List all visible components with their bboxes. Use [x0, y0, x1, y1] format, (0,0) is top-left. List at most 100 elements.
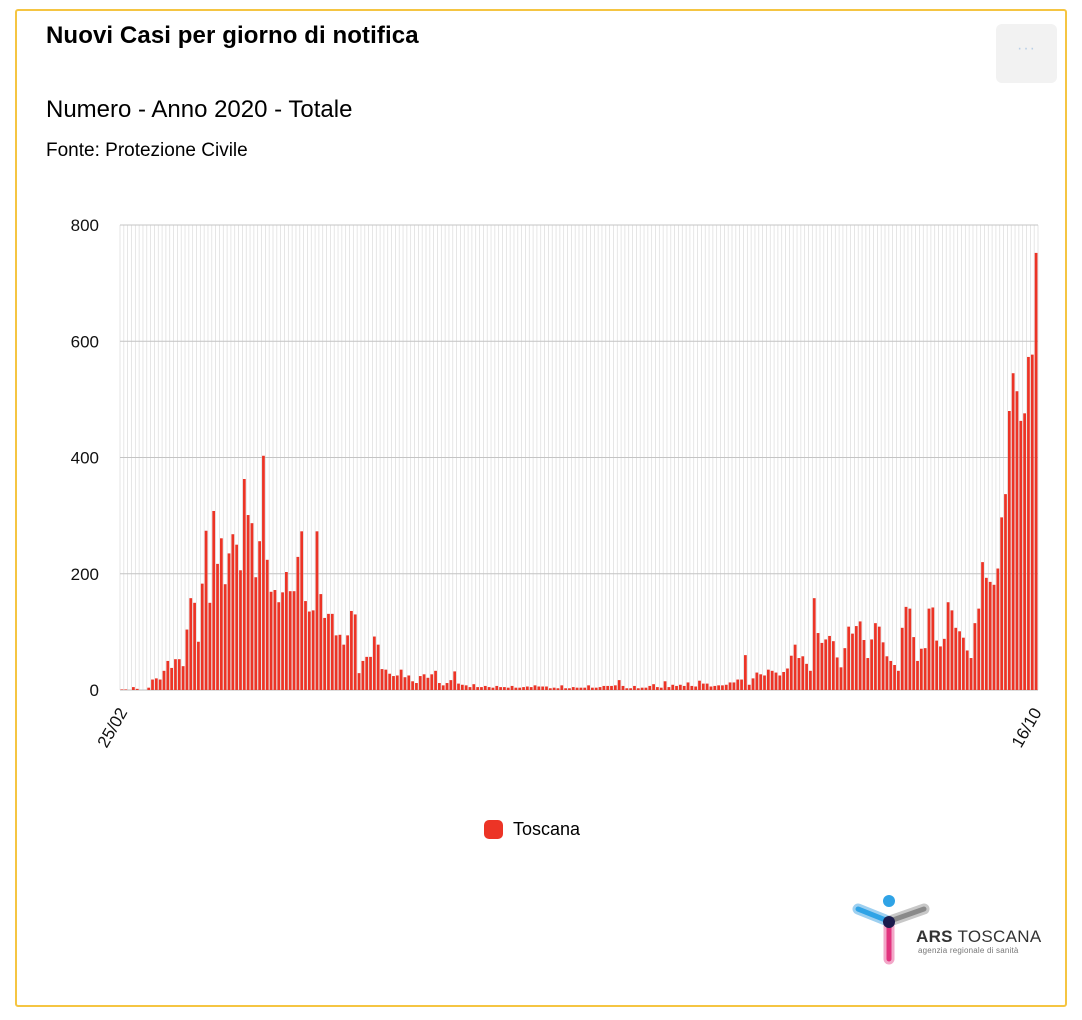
- bar[interactable]: [361, 660, 365, 690]
- bar[interactable]: [120, 689, 124, 690]
- bar[interactable]: [942, 638, 946, 690]
- bar[interactable]: [652, 684, 655, 690]
- bar[interactable]: [881, 642, 885, 690]
- bar[interactable]: [659, 687, 663, 690]
- bar[interactable]: [713, 685, 717, 690]
- bar[interactable]: [916, 660, 919, 690]
- bar[interactable]: [518, 687, 522, 690]
- bar[interactable]: [981, 562, 984, 690]
- bar[interactable]: [208, 602, 212, 690]
- bar[interactable]: [962, 637, 965, 690]
- bar[interactable]: [311, 610, 315, 690]
- bar[interactable]: [132, 687, 135, 690]
- bar[interactable]: [269, 591, 273, 690]
- bar[interactable]: [954, 627, 958, 690]
- bar[interactable]: [193, 602, 196, 690]
- bar[interactable]: [384, 669, 388, 690]
- bar[interactable]: [786, 668, 789, 690]
- bar[interactable]: [395, 675, 399, 690]
- bar[interactable]: [973, 623, 977, 690]
- bar[interactable]: [548, 688, 552, 690]
- bar[interactable]: [407, 675, 411, 690]
- bar[interactable]: [705, 683, 709, 690]
- bar[interactable]: [1019, 420, 1023, 690]
- bar[interactable]: [1023, 413, 1026, 690]
- bar[interactable]: [797, 658, 801, 690]
- bar[interactable]: [438, 683, 441, 690]
- bar[interactable]: [231, 534, 235, 690]
- bar[interactable]: [265, 559, 269, 690]
- bar[interactable]: [457, 683, 460, 690]
- bar[interactable]: [763, 675, 766, 690]
- bar[interactable]: [560, 685, 564, 690]
- bar[interactable]: [671, 684, 675, 690]
- bar[interactable]: [197, 641, 200, 690]
- bar[interactable]: [678, 684, 682, 690]
- bar[interactable]: [820, 642, 824, 690]
- bar[interactable]: [166, 660, 170, 690]
- bar[interactable]: [610, 685, 613, 690]
- bar[interactable]: [686, 682, 690, 690]
- bar[interactable]: [759, 674, 763, 690]
- bar[interactable]: [151, 679, 154, 690]
- bar[interactable]: [177, 659, 181, 690]
- bar[interactable]: [262, 455, 265, 690]
- bar[interactable]: [1007, 411, 1011, 690]
- bar[interactable]: [392, 676, 395, 690]
- bar[interactable]: [740, 679, 743, 690]
- bar[interactable]: [633, 685, 636, 690]
- bar[interactable]: [751, 678, 755, 690]
- bar[interactable]: [445, 683, 449, 690]
- bar[interactable]: [866, 658, 870, 690]
- bar[interactable]: [862, 640, 866, 690]
- bar[interactable]: [315, 531, 319, 690]
- bar[interactable]: [533, 685, 537, 690]
- bar[interactable]: [415, 683, 418, 690]
- bar[interactable]: [372, 636, 376, 690]
- bar[interactable]: [258, 541, 261, 690]
- bar[interactable]: [449, 680, 453, 690]
- bar[interactable]: [388, 673, 392, 690]
- bar[interactable]: [847, 626, 851, 690]
- bar[interactable]: [327, 613, 330, 690]
- bar[interactable]: [227, 553, 231, 690]
- bar[interactable]: [441, 685, 445, 690]
- bar[interactable]: [300, 531, 304, 690]
- bar[interactable]: [357, 673, 361, 690]
- bar[interactable]: [219, 538, 223, 690]
- bar[interactable]: [242, 479, 246, 690]
- bar[interactable]: [124, 689, 128, 690]
- bar[interactable]: [246, 515, 250, 690]
- bar[interactable]: [571, 687, 575, 690]
- bar[interactable]: [1015, 391, 1019, 690]
- bar[interactable]: [809, 670, 812, 690]
- bar[interactable]: [185, 629, 189, 690]
- bar[interactable]: [923, 648, 927, 690]
- bar[interactable]: [621, 685, 625, 690]
- bar[interactable]: [885, 656, 889, 690]
- bar[interactable]: [805, 663, 808, 690]
- bar[interactable]: [900, 627, 904, 690]
- bar[interactable]: [870, 639, 873, 690]
- bar[interactable]: [640, 687, 644, 690]
- bar[interactable]: [537, 686, 541, 690]
- bar[interactable]: [613, 685, 617, 690]
- bar[interactable]: [858, 621, 862, 690]
- bar[interactable]: [877, 626, 881, 690]
- bar[interactable]: [709, 686, 713, 690]
- bar[interactable]: [977, 608, 981, 690]
- bar[interactable]: [353, 614, 357, 690]
- bar[interactable]: [682, 685, 686, 690]
- bar[interactable]: [579, 687, 583, 690]
- bar[interactable]: [250, 523, 254, 690]
- bar[interactable]: [399, 669, 403, 690]
- bar[interactable]: [212, 510, 216, 690]
- bar[interactable]: [323, 617, 327, 690]
- bar[interactable]: [464, 685, 468, 690]
- bar[interactable]: [851, 633, 854, 690]
- bar[interactable]: [170, 667, 174, 690]
- bar[interactable]: [514, 687, 518, 690]
- bar[interactable]: [728, 682, 732, 690]
- bar[interactable]: [583, 687, 587, 690]
- bar[interactable]: [350, 610, 353, 690]
